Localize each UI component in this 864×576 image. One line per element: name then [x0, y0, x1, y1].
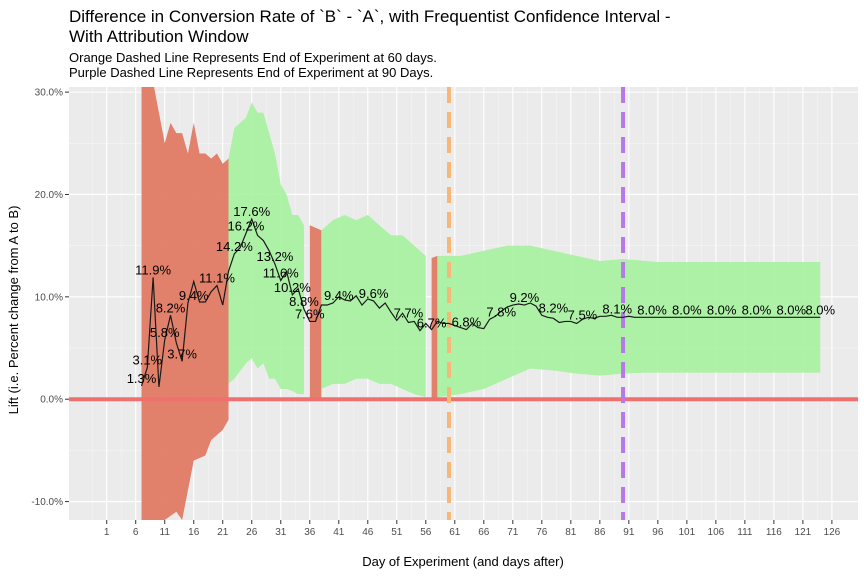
data-label: 11.1%	[199, 271, 235, 286]
x-tick-label: 36	[304, 527, 316, 538]
data-label: 8.1%	[602, 301, 632, 316]
x-tick-label: 51	[391, 527, 403, 538]
data-label: 5.8%	[150, 325, 180, 340]
y-tick-label: 0.0%	[40, 395, 63, 406]
y-tick-label: -10.0%	[31, 497, 63, 508]
data-label: 8.0%	[707, 302, 737, 317]
ci-band-3	[321, 214, 426, 398]
data-label: 7.7%	[394, 305, 424, 320]
data-label: 9.2%	[510, 290, 540, 305]
data-label: 7.5%	[568, 307, 598, 322]
x-tick-label: 121	[795, 527, 812, 538]
plot-clip-group: 1.3% 3.1% 5.8% 3.7% 8.2% 11.9% 9.4% 11.1% 14.2% 1…	[69, 87, 858, 520]
ci-band-1	[228, 102, 304, 395]
x-tick-label: 76	[536, 527, 548, 538]
x-tick-label: 26	[246, 527, 258, 538]
x-tick-label: 21	[217, 527, 229, 538]
ci-band-2	[309, 225, 322, 400]
data-label: 8.0%	[805, 302, 835, 317]
y-tick-label: 30.0%	[35, 88, 63, 99]
chart-title-line2: With Attribution Window	[69, 27, 249, 46]
x-tick-label: 91	[623, 527, 635, 538]
x-tick-label: 56	[420, 527, 432, 538]
data-label: 1.3%	[127, 371, 157, 386]
data-label: 8.0%	[776, 302, 806, 317]
data-label: 8.2%	[156, 300, 186, 315]
ci-band-5	[437, 245, 821, 398]
y-tick-label: 10.0%	[35, 292, 63, 303]
ci-band-0	[141, 87, 229, 520]
x-tick-label: 41	[333, 527, 345, 538]
x-tick-label: 16	[188, 527, 200, 538]
x-tick-label: 71	[507, 527, 519, 538]
chart-subtitle-line1: Orange Dashed Line Represents End of Exp…	[69, 50, 437, 65]
x-tick-label: 96	[652, 527, 664, 538]
data-label: 11.9%	[135, 262, 171, 277]
data-label: 10.2%	[274, 280, 311, 295]
x-tick-label: 6	[133, 527, 139, 538]
chart-subtitle-line2: Purple Dashed Line Represents End of Exp…	[69, 65, 433, 80]
data-label: 8.0%	[637, 302, 667, 317]
lift-series-line	[140, 217, 821, 388]
x-tick-label: 66	[478, 527, 490, 538]
x-tick-label: 106	[708, 527, 725, 538]
x-tick-label: 11	[160, 527, 171, 538]
data-label: 6.8%	[452, 315, 482, 330]
data-label: 11.6%	[263, 265, 299, 280]
x-tick-label: 81	[565, 527, 577, 538]
x-axis-title: Day of Experiment (and days after)	[362, 554, 564, 569]
x-tick-label: 86	[594, 527, 606, 538]
y-tick-label: 20.0%	[35, 190, 63, 201]
data-label: 14.2%	[216, 239, 253, 254]
y-axis-title: Lift (i.e. Percent change from A to B)	[6, 206, 21, 415]
data-label: 17.6%	[233, 204, 270, 219]
x-tick-label: 46	[362, 527, 374, 538]
x-tick-label: 126	[824, 527, 841, 538]
x-tick-label: 101	[679, 527, 696, 538]
data-label: 3.1%	[132, 352, 162, 367]
data-label: 16.2%	[228, 218, 265, 233]
chart-title-line1: Difference in Conversion Rate of `B` - `…	[69, 7, 671, 26]
data-label: 8.8%	[289, 294, 319, 309]
data-label: 8.0%	[742, 302, 772, 317]
x-tick-label: 61	[449, 527, 461, 538]
x-tick-label: 116	[766, 527, 782, 538]
data-label: 9.4%	[324, 288, 354, 303]
x-tick-label: 31	[275, 527, 287, 538]
x-tick-label: 111	[737, 527, 753, 538]
data-label: 3.7%	[167, 346, 197, 361]
plot-area: 1.3% 3.1% 5.8% 3.7% 8.2% 11.9% 9.4% 11.1% 14.2% 1…	[31, 87, 858, 538]
data-label: 8.2%	[539, 300, 569, 315]
data-label: 7.6%	[295, 306, 325, 321]
data-label: 13.2%	[257, 249, 294, 264]
ci-band-4	[431, 255, 438, 400]
data-label: 7.8%	[486, 304, 516, 319]
data-label: 6.7%	[417, 316, 447, 331]
data-label: 9.6%	[359, 286, 389, 301]
data-label: 9.4%	[179, 288, 209, 303]
data-label: 8.0%	[672, 302, 702, 317]
x-tick-label: 1	[104, 527, 110, 538]
